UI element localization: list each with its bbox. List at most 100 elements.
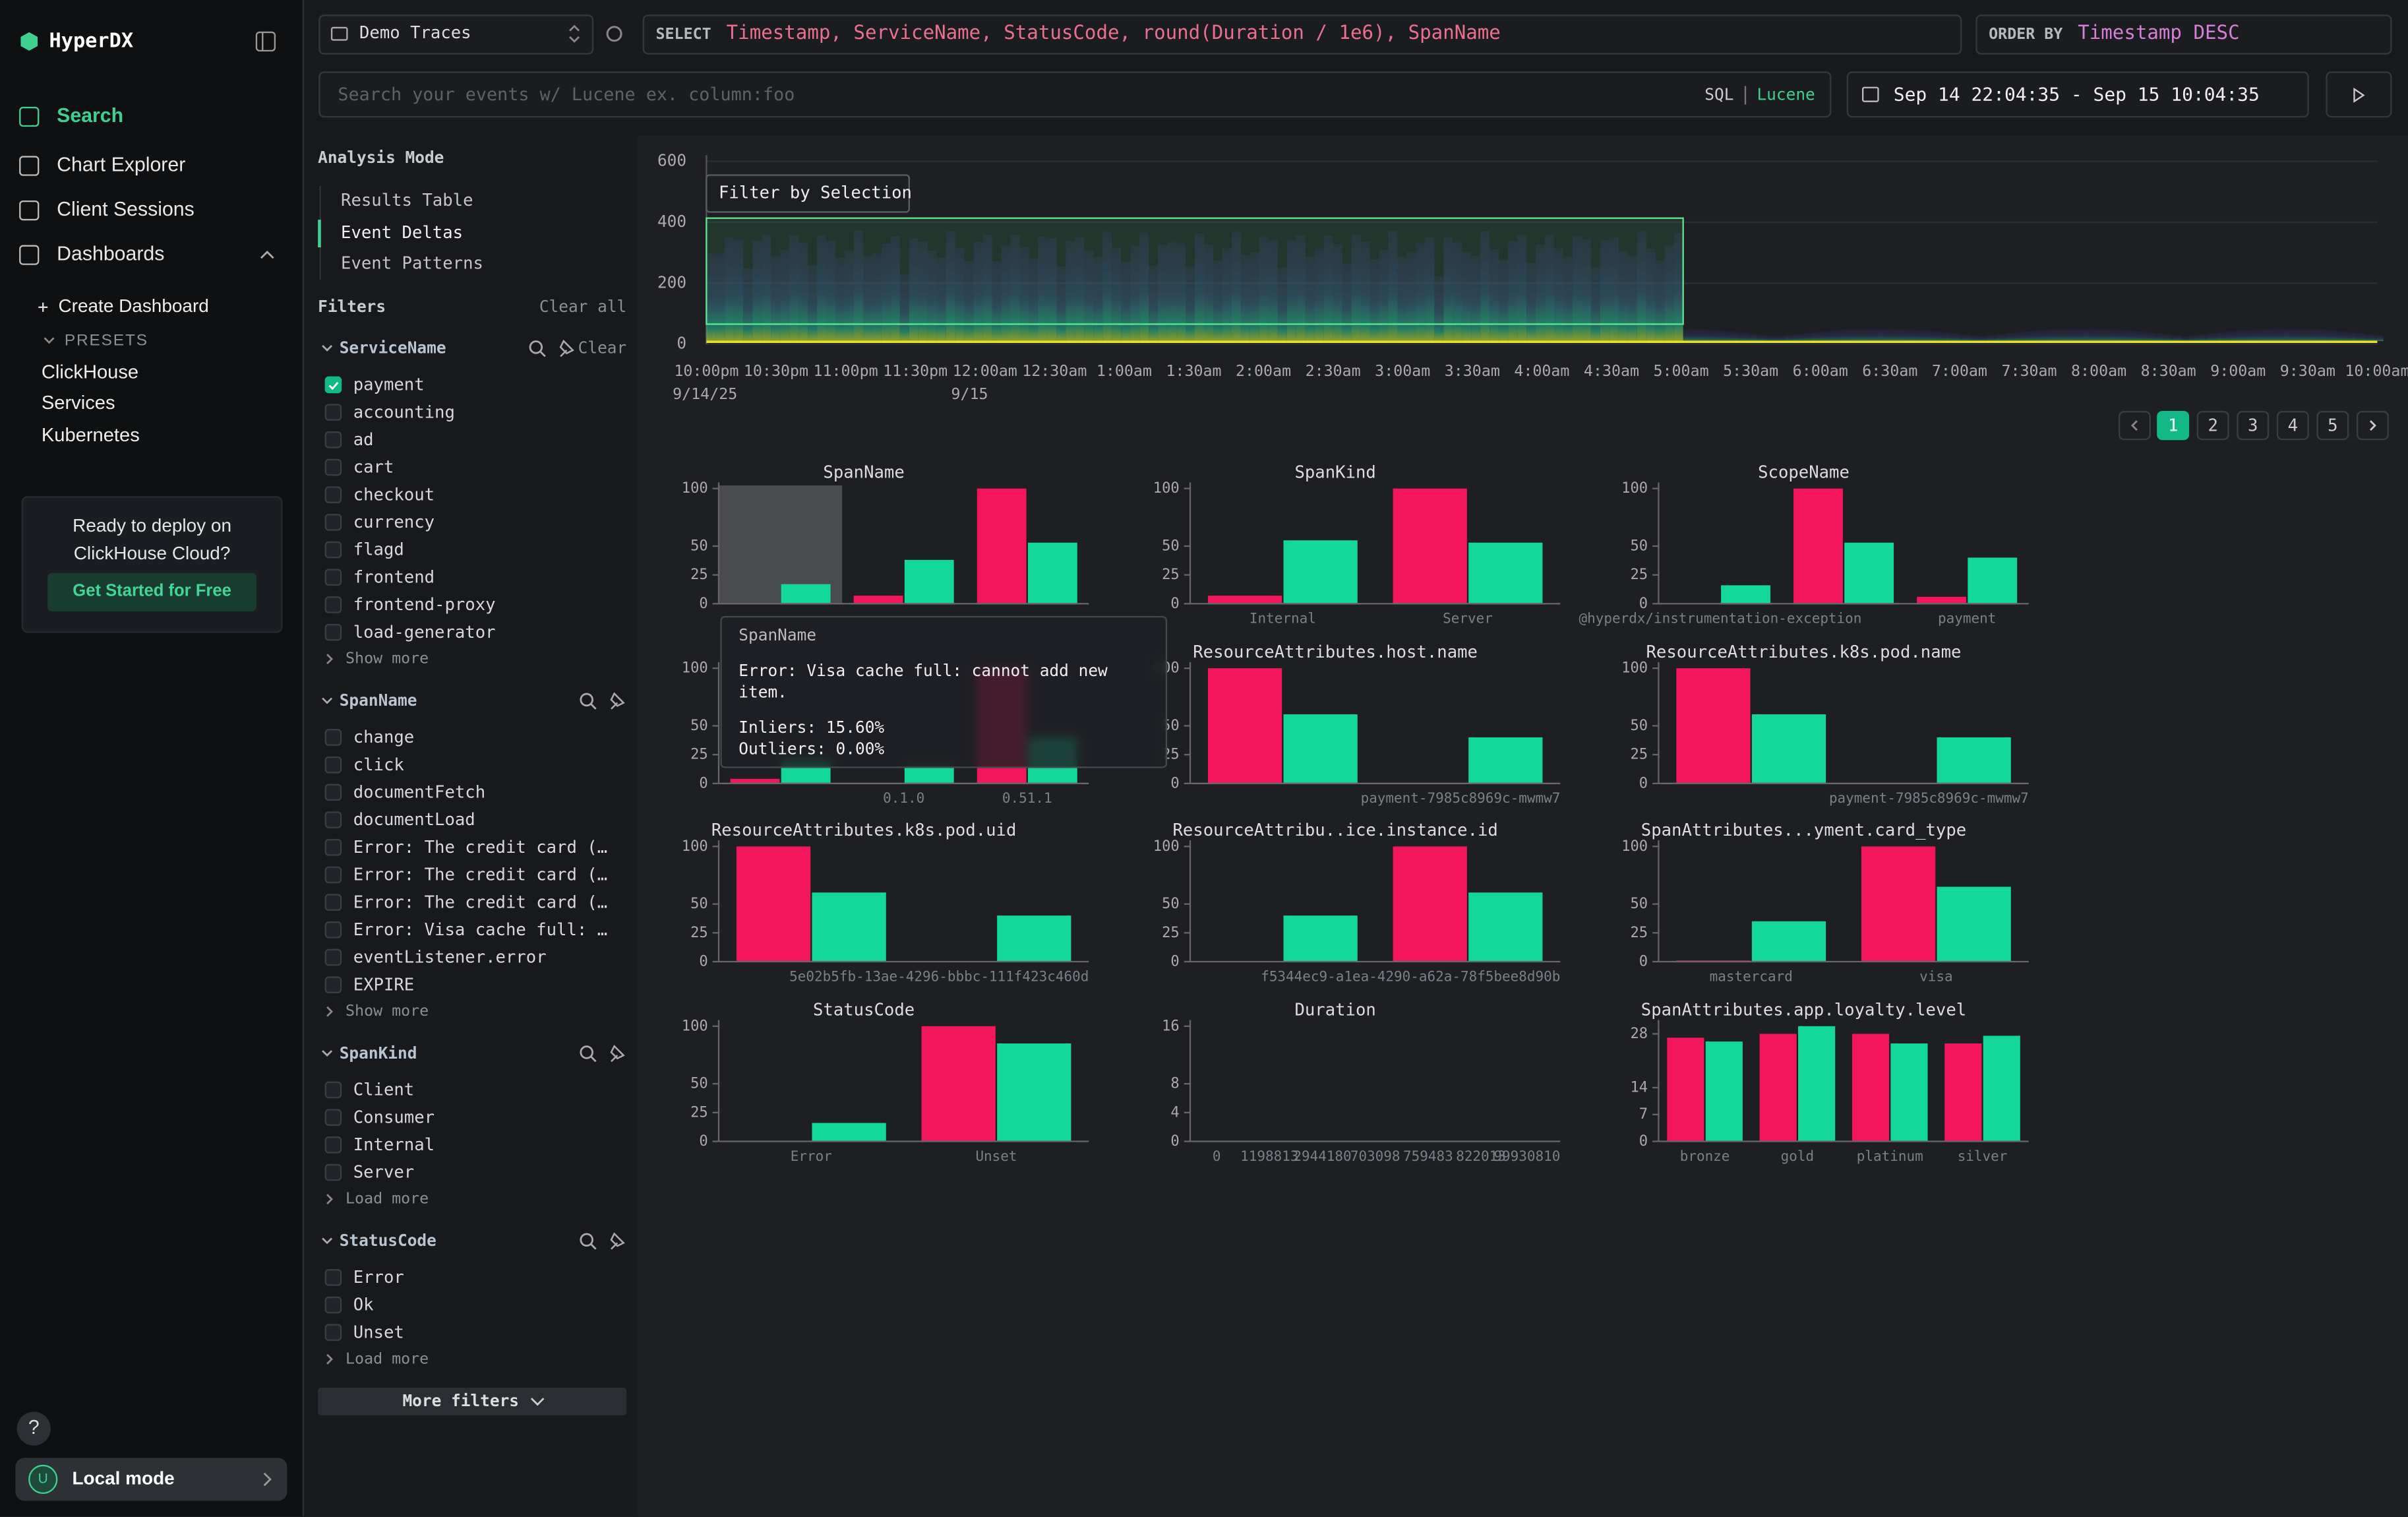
bar[interactable] <box>1937 737 2011 784</box>
preset-link[interactable]: Services <box>42 392 115 414</box>
filter-option[interactable]: currency <box>353 512 435 532</box>
bar[interactable] <box>1752 921 1826 962</box>
run-button[interactable] <box>2327 72 2392 117</box>
analysis-mode[interactable]: Event Patterns <box>341 254 483 274</box>
filter-option[interactable]: frontend-proxy <box>353 595 496 615</box>
checkbox[interactable] <box>326 597 341 612</box>
filter-more[interactable]: Show more <box>346 650 429 667</box>
checkbox[interactable] <box>326 514 341 530</box>
bar[interactable] <box>1721 585 1770 604</box>
filter-option[interactable]: documentLoad <box>353 810 475 830</box>
nav-item[interactable]: Chart Explorer <box>57 154 185 176</box>
filter-option[interactable]: EXPIRE <box>353 975 415 995</box>
filter-option[interactable]: Error: The credit card (… <box>353 892 607 912</box>
checkbox[interactable] <box>326 922 341 937</box>
filter-more[interactable]: Show more <box>346 1002 429 1020</box>
filter-option[interactable]: accounting <box>353 402 455 422</box>
checkbox[interactable] <box>326 1082 341 1098</box>
filter-option[interactable]: payment <box>353 375 425 395</box>
filter-option[interactable]: Ok <box>353 1295 374 1315</box>
bar[interactable] <box>1752 714 1826 784</box>
filter-group-name[interactable]: ServiceName <box>340 338 446 357</box>
preset-link[interactable]: ClickHouse <box>42 362 138 383</box>
bar[interactable] <box>1284 915 1358 962</box>
bar[interactable] <box>1284 540 1358 604</box>
bar[interactable] <box>905 766 954 784</box>
filter-option[interactable]: ad <box>353 430 374 450</box>
bar[interactable] <box>1968 557 2017 604</box>
checkbox[interactable] <box>326 1165 341 1180</box>
filter-option[interactable]: click <box>353 755 405 775</box>
bar[interactable] <box>1861 846 1935 962</box>
bar[interactable] <box>781 584 831 604</box>
bar[interactable] <box>1284 714 1358 784</box>
bar[interactable] <box>1852 1034 1889 1141</box>
create-dashboard[interactable]: Create Dashboard <box>59 295 209 316</box>
bar[interactable] <box>905 560 954 604</box>
bar[interactable] <box>1676 668 1750 784</box>
bar[interactable] <box>1208 668 1282 784</box>
nav-item[interactable]: Search <box>57 105 123 127</box>
promo-button[interactable]: Get Started for Free <box>47 573 256 611</box>
bar[interactable] <box>1917 597 1966 604</box>
bar[interactable] <box>812 1123 886 1142</box>
bar[interactable] <box>812 892 886 962</box>
preset-link[interactable]: Kubernetes <box>42 425 140 446</box>
bar[interactable] <box>1937 886 2011 962</box>
filter-clear[interactable]: Clear <box>578 338 627 357</box>
bar[interactable] <box>737 846 810 962</box>
bar[interactable] <box>1468 892 1542 962</box>
checkbox[interactable] <box>326 487 341 503</box>
bar[interactable] <box>1468 737 1542 784</box>
filter-option[interactable]: load-generator <box>353 623 496 642</box>
filter-option[interactable]: Error: The credit card (… <box>353 838 607 857</box>
bar[interactable] <box>1028 543 1077 604</box>
checkbox[interactable] <box>326 894 341 910</box>
bar[interactable] <box>1393 846 1467 962</box>
bar[interactable] <box>854 596 903 604</box>
bar[interactable] <box>997 1043 1071 1141</box>
filter-more[interactable]: Load more <box>346 1349 429 1367</box>
analysis-mode[interactable]: Event Deltas <box>341 223 463 243</box>
checkbox[interactable] <box>326 1110 341 1125</box>
checkbox[interactable] <box>326 729 341 745</box>
bar[interactable] <box>1890 1043 1927 1141</box>
filter-option[interactable]: Consumer <box>353 1107 435 1127</box>
bar[interactable] <box>1208 596 1282 604</box>
checkbox[interactable] <box>326 1137 341 1152</box>
checkbox[interactable] <box>326 542 341 557</box>
nav-item[interactable]: Dashboards <box>57 243 164 265</box>
filter-option[interactable]: documentFetch <box>353 783 485 803</box>
filter-group-name[interactable]: StatusCode <box>340 1231 436 1250</box>
filter-option[interactable]: Unset <box>353 1322 404 1342</box>
filter-option[interactable]: Error: The credit card (… <box>353 865 607 885</box>
checkbox[interactable] <box>326 840 341 855</box>
filter-option[interactable]: change <box>353 728 415 747</box>
bar[interactable] <box>1798 1026 1835 1142</box>
filter-option[interactable]: Error <box>353 1268 404 1287</box>
checkbox[interactable] <box>326 460 341 475</box>
filter-option[interactable]: eventListener.error <box>353 948 547 968</box>
checkbox[interactable] <box>326 1270 341 1285</box>
filter-option[interactable]: checkout <box>353 485 435 505</box>
bar[interactable] <box>1983 1036 2020 1141</box>
checkbox[interactable] <box>326 432 341 447</box>
bar[interactable] <box>922 1026 996 1142</box>
checkbox[interactable] <box>326 404 341 419</box>
analysis-mode[interactable]: Results Table <box>341 191 473 210</box>
filter-option[interactable]: cart <box>353 458 394 478</box>
bar[interactable] <box>1706 1041 1743 1141</box>
nav-item[interactable]: Client Sessions <box>57 199 195 220</box>
bar[interactable] <box>1844 543 1894 604</box>
checkbox[interactable] <box>326 785 341 800</box>
language-toggle[interactable]: Lucene <box>1757 84 1815 104</box>
bar[interactable] <box>1667 1037 1704 1141</box>
bar[interactable] <box>1793 489 1843 604</box>
bar[interactable] <box>1468 543 1542 604</box>
checkbox[interactable] <box>326 812 341 827</box>
filter-option[interactable]: Error: Visa cache full: … <box>353 920 607 940</box>
filter-more[interactable]: Load more <box>346 1190 429 1208</box>
checkbox[interactable] <box>326 867 341 882</box>
filter-group-name[interactable]: SpanName <box>340 691 417 710</box>
filter-option[interactable]: Server <box>353 1163 415 1183</box>
